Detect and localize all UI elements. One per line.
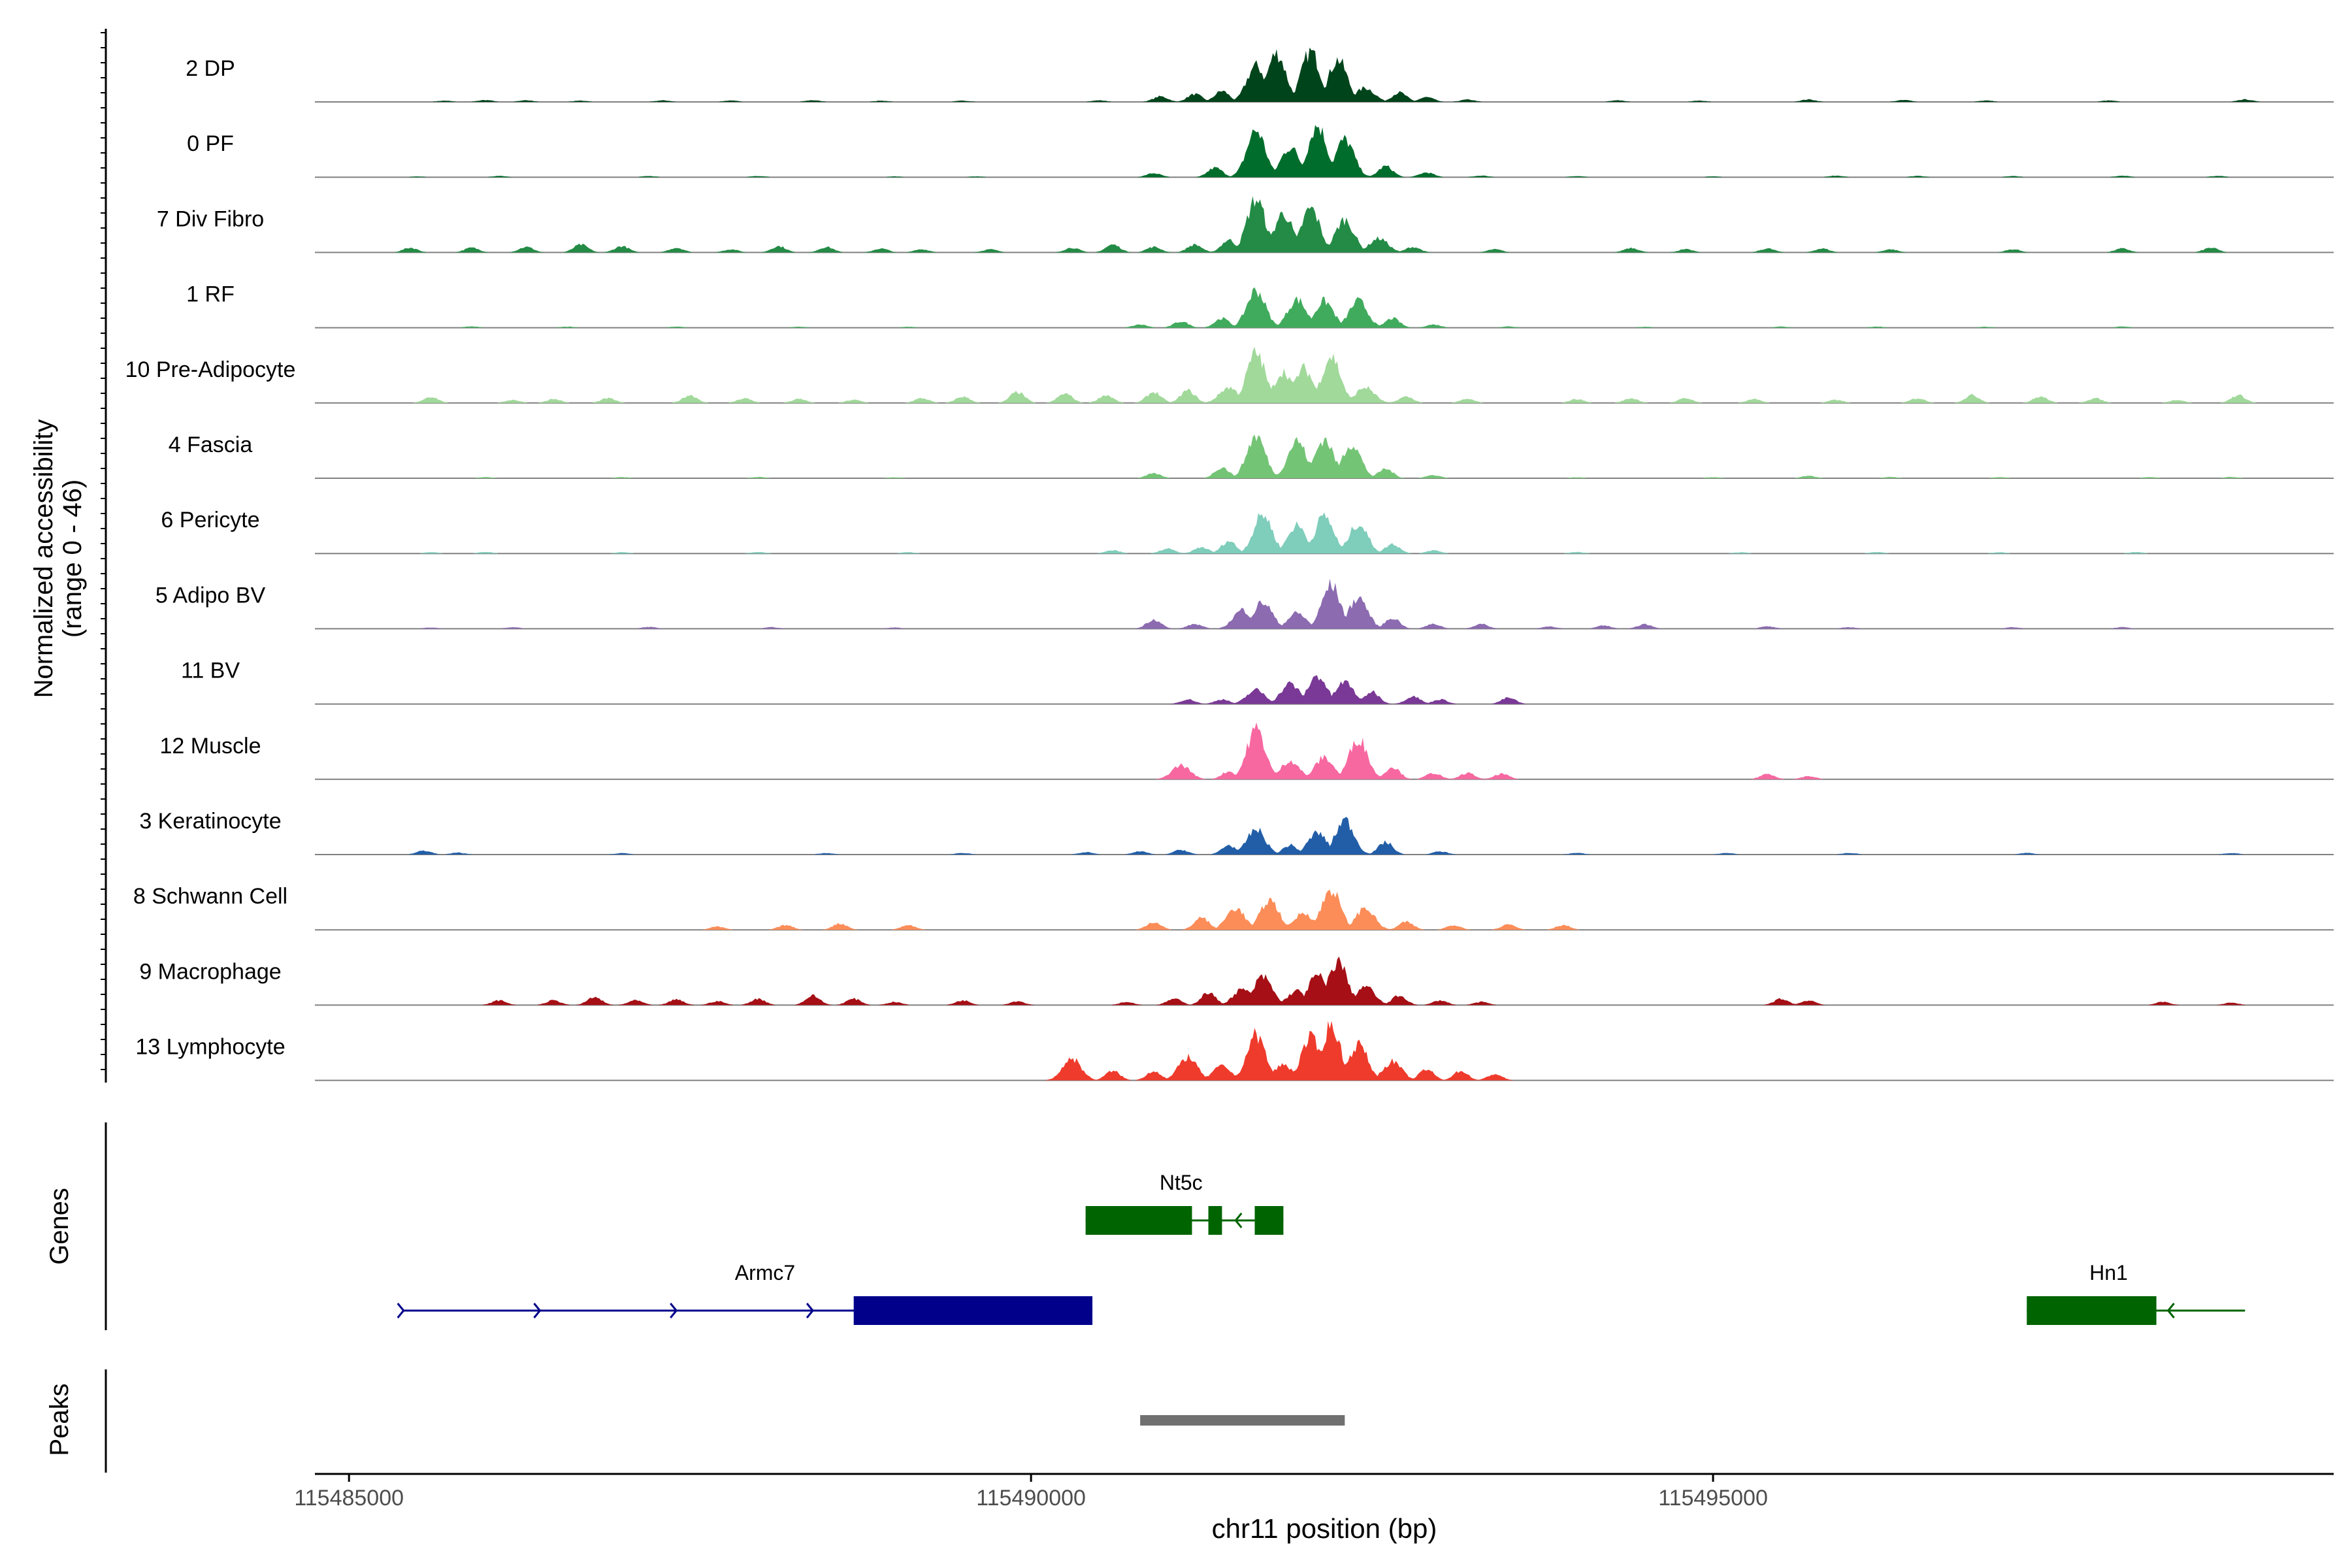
x-tick-label: 115485000 (294, 1486, 404, 1511)
track-13-lymphocyte: 13 Lymphocyte (135, 1021, 2334, 1081)
strand-arrow (806, 1303, 814, 1318)
track-label: 13 Lymphocyte (135, 1035, 285, 1060)
gene-label: Hn1 (2089, 1261, 2128, 1284)
track-9-macrophage: 9 Macrophage (139, 956, 2334, 1006)
track-label: 11 BV (181, 659, 240, 683)
gene-nt5c: Nt5c (1085, 1171, 1284, 1235)
track-label: 10 Pre-Adipocyte (125, 357, 296, 382)
strand-arrow (1234, 1213, 1243, 1228)
genes-panel: Genes Nt5c Armc7 Hn1 (45, 1122, 2246, 1330)
coverage-area (315, 434, 2334, 478)
coverage-area (315, 125, 2334, 178)
track-label: 12 Muscle (160, 734, 261, 759)
coverage-area (315, 817, 2334, 855)
x-axis: 115485000 115490000 115495000 chr11 positio… (294, 1473, 2334, 1544)
x-tick-label: 115490000 (976, 1486, 1086, 1511)
coverage-area (315, 196, 2334, 253)
coverage-area (315, 956, 2334, 1005)
gene-exon (2027, 1296, 2157, 1325)
gene-exon (853, 1296, 1093, 1325)
gene-armc7: Armc7 (397, 1261, 1093, 1325)
track-10-pre-adipocyte: 10 Pre-Adipocyte (125, 346, 2334, 404)
track-7-div-fibro: 7 Div Fibro (157, 196, 2334, 253)
coverage-panel: Normalized accessibility(range 0 - 46) 2 … (29, 29, 2334, 1083)
track-2-dp: 2 DP (186, 47, 2334, 103)
coverage-area (315, 346, 2334, 403)
track-0-pf: 0 PF (187, 125, 2334, 178)
track-12-muscle: 12 Muscle (160, 722, 2334, 780)
coverage-area (315, 578, 2334, 629)
coverage-area (315, 512, 2334, 554)
strand-arrow (670, 1303, 678, 1318)
y-axis-label-line: Normalized accessibility (29, 419, 58, 698)
track-label: 4 Fascia (169, 433, 253, 457)
coverage-area (315, 1021, 2334, 1081)
gene-exon (1208, 1206, 1222, 1235)
track-label: 1 RF (186, 282, 235, 307)
track-3-keratinocyte: 3 Keratinocyte (139, 809, 2334, 855)
gene-hn1: Hn1 (2027, 1261, 2246, 1325)
track-6-pericyte: 6 Pericyte (161, 508, 2334, 555)
track-label: 0 PF (187, 131, 234, 156)
peaks-panel: Peaks (45, 1369, 1345, 1473)
coverage-area (315, 47, 2334, 102)
peaks-panel-label: Peaks (45, 1383, 74, 1456)
track-label: 8 Schwann Cell (133, 884, 287, 909)
coverage-area (315, 287, 2334, 328)
track-label: 3 Keratinocyte (139, 809, 281, 834)
track-label: 7 Div Fibro (157, 206, 264, 231)
track-5-adipo-bv: 5 Adipo BV (155, 578, 2334, 630)
gene-label: Nt5c (1160, 1171, 1203, 1194)
strand-arrow (533, 1303, 542, 1318)
track-label: 2 DP (186, 56, 235, 81)
y-axis-ticks (101, 32, 106, 1070)
track-label: 5 Adipo BV (155, 583, 266, 608)
track-label: 9 Macrophage (139, 959, 281, 984)
strand-arrow (397, 1303, 405, 1318)
genes-panel-label: Genes (45, 1188, 74, 1265)
x-tick-label: 115495000 (1658, 1486, 1768, 1511)
track-1-rf: 1 RF (186, 282, 2334, 329)
coverage-area (315, 889, 2334, 930)
track-8-schwann-cell: 8 Schwann Cell (133, 884, 2334, 931)
strand-arrow (2166, 1303, 2175, 1318)
track-4-fascia: 4 Fascia (169, 433, 2334, 479)
peak-region (1140, 1415, 1345, 1426)
gene-exon (1085, 1206, 1192, 1235)
gene-label: Armc7 (735, 1261, 795, 1284)
track-11-bv: 11 BV (181, 659, 2334, 705)
y-axis-label: Normalized accessibility(range 0 - 46) (29, 419, 87, 698)
gene-exon (1254, 1206, 1284, 1235)
y-axis-label-line: (range 0 - 46) (58, 480, 87, 638)
coverage-area (315, 675, 2334, 704)
x-axis-label: chr11 position (bp) (1212, 1513, 1437, 1544)
track-label: 6 Pericyte (161, 508, 259, 532)
coverage-area (315, 722, 2334, 779)
